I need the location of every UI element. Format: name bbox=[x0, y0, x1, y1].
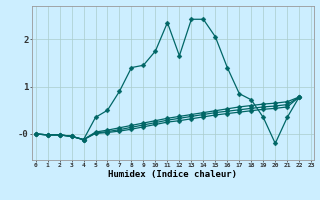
X-axis label: Humidex (Indice chaleur): Humidex (Indice chaleur) bbox=[108, 170, 237, 179]
